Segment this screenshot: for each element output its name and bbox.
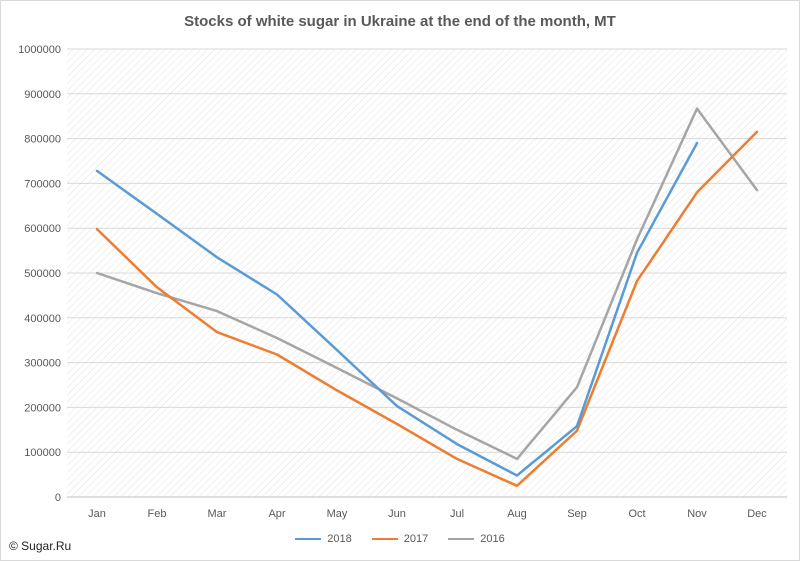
y-tick-label: 200000 xyxy=(24,402,61,414)
x-tick-label: Feb xyxy=(148,508,167,520)
chart-title: Stocks of white sugar in Ukraine at the … xyxy=(184,13,616,30)
x-tick-label: May xyxy=(327,508,348,520)
y-tick-label: 300000 xyxy=(24,358,61,370)
x-tick-label: Apr xyxy=(268,508,285,520)
y-tick-label: 600000 xyxy=(24,223,61,235)
x-tick-label: Nov xyxy=(687,508,707,520)
y-tick-label: 100000 xyxy=(24,447,61,459)
copyright-credit: © Sugar.Ru xyxy=(9,539,72,553)
x-tick-label: Mar xyxy=(208,508,227,520)
legend-label-2018: 2018 xyxy=(327,533,352,545)
legend-swatch-2016 xyxy=(448,538,475,540)
y-tick-label: 0 xyxy=(55,492,61,504)
legend-item-2017: 2017 xyxy=(371,533,429,545)
x-tick-label: Dec xyxy=(747,508,767,520)
y-tick-label: 500000 xyxy=(24,268,61,280)
chart-plot: 0 100000 200000 300000 400000 500000 600000 700… xyxy=(18,44,787,520)
legend: 2018 2017 2016 xyxy=(1,533,799,545)
legend-item-2018: 2018 xyxy=(295,533,352,545)
x-tick-label: Sep xyxy=(567,508,587,520)
x-tick-label: Aug xyxy=(507,508,527,520)
legend-item-2016: 2016 xyxy=(448,533,505,545)
y-tick-label: 900000 xyxy=(24,89,61,101)
series-line-2016 xyxy=(95,107,759,461)
x-tick-label: Jan xyxy=(88,508,106,520)
legend-label-2017: 2017 xyxy=(403,533,429,545)
y-tick-label: 1000000 xyxy=(18,44,61,56)
legend-swatch-2018 xyxy=(295,538,322,540)
y-tick-label: 700000 xyxy=(24,178,61,190)
x-tick-label: Jun xyxy=(388,508,406,520)
series-line-2018 xyxy=(95,141,699,477)
y-tick-label: 800000 xyxy=(24,134,61,146)
x-tick-label: Oct xyxy=(628,508,645,520)
x-tick-label: Jul xyxy=(450,508,464,520)
legend-swatch-2017 xyxy=(371,538,398,540)
legend-label-2016: 2016 xyxy=(480,533,505,545)
y-tick-label: 400000 xyxy=(24,313,61,325)
series-line-2017 xyxy=(95,130,759,488)
